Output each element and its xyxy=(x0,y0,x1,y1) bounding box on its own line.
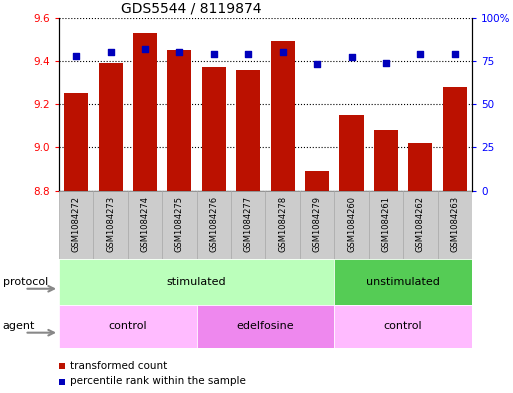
Bar xyxy=(98,63,123,191)
Bar xyxy=(334,305,472,348)
Text: GSM1084273: GSM1084273 xyxy=(106,196,115,252)
Text: transformed count: transformed count xyxy=(70,361,168,371)
Bar xyxy=(133,33,157,191)
Text: edelfosine: edelfosine xyxy=(236,321,294,331)
Bar xyxy=(403,191,438,259)
Point xyxy=(141,46,149,52)
Bar xyxy=(59,305,196,348)
Bar xyxy=(236,70,260,191)
Bar xyxy=(64,93,88,191)
Text: GSM1084272: GSM1084272 xyxy=(72,196,81,252)
Bar xyxy=(196,305,334,348)
Text: GSM1084262: GSM1084262 xyxy=(416,196,425,252)
Text: GSM1084279: GSM1084279 xyxy=(312,196,322,252)
Bar xyxy=(334,191,369,259)
Text: GSM1084260: GSM1084260 xyxy=(347,196,356,252)
Text: control: control xyxy=(384,321,422,331)
Text: GDS5544 / 8119874: GDS5544 / 8119874 xyxy=(121,1,262,15)
Bar xyxy=(162,191,196,259)
Text: protocol: protocol xyxy=(3,277,48,287)
Text: control: control xyxy=(109,321,147,331)
Bar xyxy=(59,191,93,259)
Point xyxy=(279,49,287,55)
Text: percentile rank within the sample: percentile rank within the sample xyxy=(70,376,246,386)
Bar xyxy=(374,130,398,191)
Text: GSM1084276: GSM1084276 xyxy=(209,196,219,252)
Bar xyxy=(305,171,329,191)
Point xyxy=(416,51,424,57)
Point xyxy=(175,49,184,55)
Text: GSM1084275: GSM1084275 xyxy=(175,196,184,252)
Bar xyxy=(340,115,364,191)
Bar xyxy=(443,87,467,191)
Bar xyxy=(271,41,295,191)
Bar xyxy=(59,259,334,305)
Point xyxy=(72,53,81,59)
Bar xyxy=(128,191,162,259)
Bar xyxy=(167,50,191,191)
Point xyxy=(347,54,356,61)
Text: unstimulated: unstimulated xyxy=(366,277,440,287)
Text: GSM1084263: GSM1084263 xyxy=(450,196,459,252)
Bar xyxy=(202,67,226,191)
Point xyxy=(244,51,252,57)
Point xyxy=(382,59,390,66)
Point xyxy=(210,51,218,57)
Text: agent: agent xyxy=(3,321,35,331)
Text: GSM1084274: GSM1084274 xyxy=(141,196,149,252)
Bar xyxy=(265,191,300,259)
Bar xyxy=(334,259,472,305)
Text: GSM1084277: GSM1084277 xyxy=(244,196,253,252)
Bar xyxy=(196,191,231,259)
Bar xyxy=(438,191,472,259)
Text: GSM1084278: GSM1084278 xyxy=(278,196,287,252)
Bar xyxy=(408,143,432,191)
Bar xyxy=(93,191,128,259)
Point xyxy=(450,51,459,57)
Text: GSM1084261: GSM1084261 xyxy=(382,196,390,252)
Point xyxy=(107,49,115,55)
Point xyxy=(313,61,321,68)
Bar xyxy=(369,191,403,259)
Text: stimulated: stimulated xyxy=(167,277,226,287)
Bar xyxy=(231,191,266,259)
Bar xyxy=(300,191,334,259)
